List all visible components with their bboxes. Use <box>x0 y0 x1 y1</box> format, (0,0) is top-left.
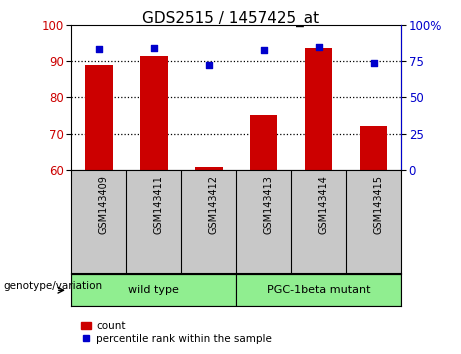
Text: GSM143411: GSM143411 <box>154 175 164 234</box>
Bar <box>360 126 387 170</box>
Bar <box>250 115 278 170</box>
Point <box>315 45 322 50</box>
Text: GSM143412: GSM143412 <box>209 175 219 234</box>
Point <box>95 47 103 52</box>
Bar <box>140 56 168 170</box>
Point <box>205 62 213 68</box>
Point <box>150 45 158 51</box>
Text: PGC-1beta mutant: PGC-1beta mutant <box>267 285 371 295</box>
Legend: count, percentile rank within the sample: count, percentile rank within the sample <box>77 317 277 348</box>
Text: GSM143409: GSM143409 <box>99 175 109 234</box>
Bar <box>85 65 112 170</box>
Text: GDS2515 / 1457425_at: GDS2515 / 1457425_at <box>142 11 319 27</box>
Text: genotype/variation: genotype/variation <box>4 280 103 291</box>
Text: GSM143415: GSM143415 <box>373 175 384 234</box>
Point <box>260 47 267 53</box>
Text: wild type: wild type <box>129 285 179 295</box>
Text: GSM143414: GSM143414 <box>319 175 329 234</box>
Text: GSM143413: GSM143413 <box>264 175 274 234</box>
Bar <box>305 48 332 170</box>
Bar <box>236 274 401 306</box>
Bar <box>71 274 236 306</box>
Bar <box>195 167 223 170</box>
Point <box>370 61 377 66</box>
